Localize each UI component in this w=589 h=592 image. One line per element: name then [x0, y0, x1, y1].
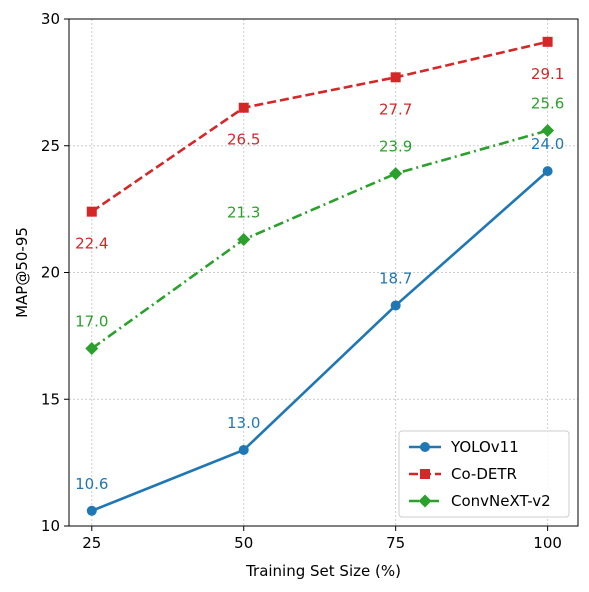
data-label: 27.7 [379, 100, 412, 118]
x-tick-label: 100 [533, 534, 562, 552]
data-label: 10.6 [75, 475, 108, 493]
data-labels: 10.6 13.0 18.7 24.0 22.4 26.5 27.7 29.1 17.0 21.3… [75, 65, 564, 493]
legend-entry: ConvNeXT-v2 [409, 492, 551, 510]
data-label: 21.3 [227, 204, 260, 222]
x-tick-label: 75 [386, 534, 405, 552]
series-convnext-v2 [85, 124, 555, 356]
y-tick-label: 15 [41, 390, 60, 408]
series-line-convnext-v2 [91, 129, 548, 350]
legend-marker [418, 494, 432, 508]
series-line-yolov11 [91, 170, 549, 512]
data-label: 25.6 [531, 95, 564, 113]
y-tick-label: 10 [41, 517, 60, 535]
data-point [86, 505, 97, 516]
y-tick-label: 20 [41, 264, 60, 282]
data-label: 23.9 [379, 138, 412, 156]
data-point [85, 342, 99, 356]
x-axis-label: Training Set Size (%) [245, 562, 401, 580]
x-tick-label: 25 [82, 534, 101, 552]
legend-entry: Co-DETR [409, 465, 517, 483]
data-point [237, 233, 251, 247]
data-point [542, 36, 553, 47]
data-label: 29.1 [531, 65, 564, 83]
plot-series [85, 36, 555, 516]
legend: YOLOv11 Co-DETR ConvNeXT-v2 [398, 430, 570, 518]
data-label: 22.4 [75, 235, 108, 253]
series-line-co-detr [91, 40, 548, 213]
legend-label: Co-DETR [451, 465, 517, 483]
y-tick-label: 25 [41, 137, 60, 155]
data-point [542, 166, 553, 177]
y-axis-label: MAP@50-95 [13, 227, 31, 318]
data-point [390, 300, 401, 311]
legend-marker [420, 469, 430, 479]
data-point [238, 102, 249, 113]
data-point [86, 206, 97, 217]
data-point [390, 72, 401, 83]
data-label: 17.0 [75, 313, 108, 331]
series-co-detr [86, 36, 553, 217]
series-yolov11 [86, 166, 553, 516]
data-label: 13.0 [227, 414, 260, 432]
data-label: 18.7 [379, 269, 412, 287]
legend-marker [420, 442, 430, 452]
data-point [389, 167, 403, 181]
legend-label: YOLOv11 [450, 438, 519, 456]
legend-box [398, 430, 570, 518]
axis-ticks: 25 50 75 100 10 15 20 25 30 [41, 10, 562, 552]
data-point [541, 124, 555, 138]
x-tick-label: 50 [234, 534, 253, 552]
legend-label: ConvNeXT-v2 [451, 492, 551, 510]
data-label: 24.0 [531, 135, 564, 153]
y-tick-label: 30 [41, 10, 60, 28]
legend-entry: YOLOv11 [409, 438, 519, 456]
data-point [238, 444, 249, 455]
data-label: 26.5 [227, 131, 260, 149]
